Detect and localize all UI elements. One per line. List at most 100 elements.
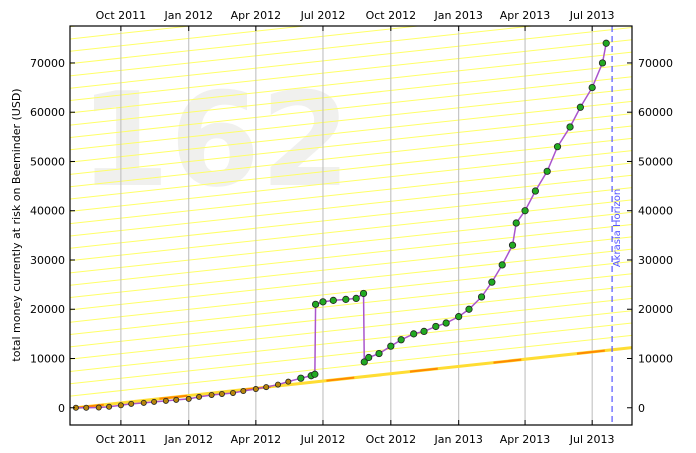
x-tick-label: Jan 2012 [164,433,213,446]
data-point [387,342,395,350]
y-tick-label: 50000 [30,155,65,168]
x-tick-label-top: Apr 2012 [231,9,282,22]
data-point [498,261,506,269]
data-point [196,393,203,400]
data-point [218,390,225,397]
data-point [95,404,102,411]
guideline [70,51,632,114]
data-point [359,289,368,298]
guideline [70,63,632,126]
guideline [70,76,632,138]
y-tick-label: 40000 [30,205,65,218]
data-point [274,381,281,388]
x-tick-label: Apr 2013 [500,433,551,446]
plot-frame [69,25,633,426]
guideline [70,236,632,299]
x-tick-label: Jul 2013 [569,433,615,446]
data-point [442,319,450,327]
data-point [576,103,584,111]
data-point [512,219,520,227]
y-tick-label-right: 10000 [638,353,673,366]
guideline [70,26,195,40]
guideline [70,187,632,249]
guideline [70,285,632,348]
guideline [70,260,632,323]
x-tick-label-top: Jan 2013 [433,9,482,22]
guideline [70,26,423,65]
x-tick-label-top: Apr 2013 [500,9,551,22]
y-axis: 0 0 10000 10000 20000 20000 30000 30000 40000 400… [30,57,673,415]
data-point [311,300,320,308]
data-point [553,143,562,151]
data-point [455,313,463,321]
x-tick-label-top: Jul 2013 [569,9,615,22]
guideline [70,248,632,311]
data-point [311,370,319,378]
data-point [229,389,236,396]
y-tick-label-right: 70000 [638,57,673,70]
data-point [397,336,405,344]
x-tick-label: Jan 2013 [433,433,482,446]
y-tick-label: 70000 [30,57,65,70]
y-tick-label: 20000 [30,303,65,316]
x-axis: Oct 2011 Oct 2011 Jan 2012 Jan 2012 Apr 2012… [96,9,615,446]
guideline [70,26,309,52]
guideline [70,199,632,262]
y-axis-label: total money currently at risk on Beemind… [10,88,23,361]
guideline [70,26,632,89]
x-tick-label: Apr 2012 [231,433,282,446]
data-point [285,378,292,385]
guideline [70,150,632,212]
y-tick-label-right: 0 [638,402,645,415]
data-point [151,398,158,405]
data-point [263,384,270,391]
guideline [70,310,632,372]
data-point [420,327,428,336]
yellow-brick-road [75,346,632,410]
y-tick-label: 30000 [30,254,65,267]
data-point [173,396,180,403]
data-point [360,358,368,366]
data-point [566,123,574,131]
guideline [70,322,632,385]
y-tick-label-right: 40000 [638,205,673,218]
x-tick-label: Oct 2012 [366,433,417,446]
akrasia-horizon-label: Akrasia Horizon [612,189,623,267]
guideline [70,297,632,360]
data-point [432,322,440,331]
y-tick-label: 60000 [30,106,65,119]
guideline [70,224,632,286]
x-tick-label-top: Oct 2012 [366,9,417,22]
data-point [598,59,607,67]
data-point [588,83,596,92]
data-point [477,293,486,301]
data-point [488,278,496,286]
data-point [128,400,135,407]
data-point [365,353,373,362]
y-tick-label-right: 60000 [638,106,673,119]
data-point [117,402,124,409]
road-dashes [75,346,632,409]
data-point [531,187,539,195]
guideline [70,334,632,397]
guideline [70,273,632,336]
data-point [342,295,350,303]
y-tick-label-right: 30000 [638,254,673,267]
guideline [70,125,632,188]
data-point [252,386,259,393]
guideline [70,162,632,225]
y-tick-label: 0 [58,402,65,415]
guideline [70,113,632,175]
data-point [352,294,360,303]
x-tick-label-top: Oct 2011 [96,9,147,22]
y-tick-label-right: 50000 [638,155,673,168]
watermark: 162 [79,64,350,216]
x-tick-label-top: Jan 2012 [164,9,213,22]
data-point [521,207,529,215]
guideline [70,26,537,77]
x-tick-label: Jul 2012 [300,433,346,446]
data-point [83,404,90,411]
data-point [162,397,169,404]
guideline [70,88,632,151]
